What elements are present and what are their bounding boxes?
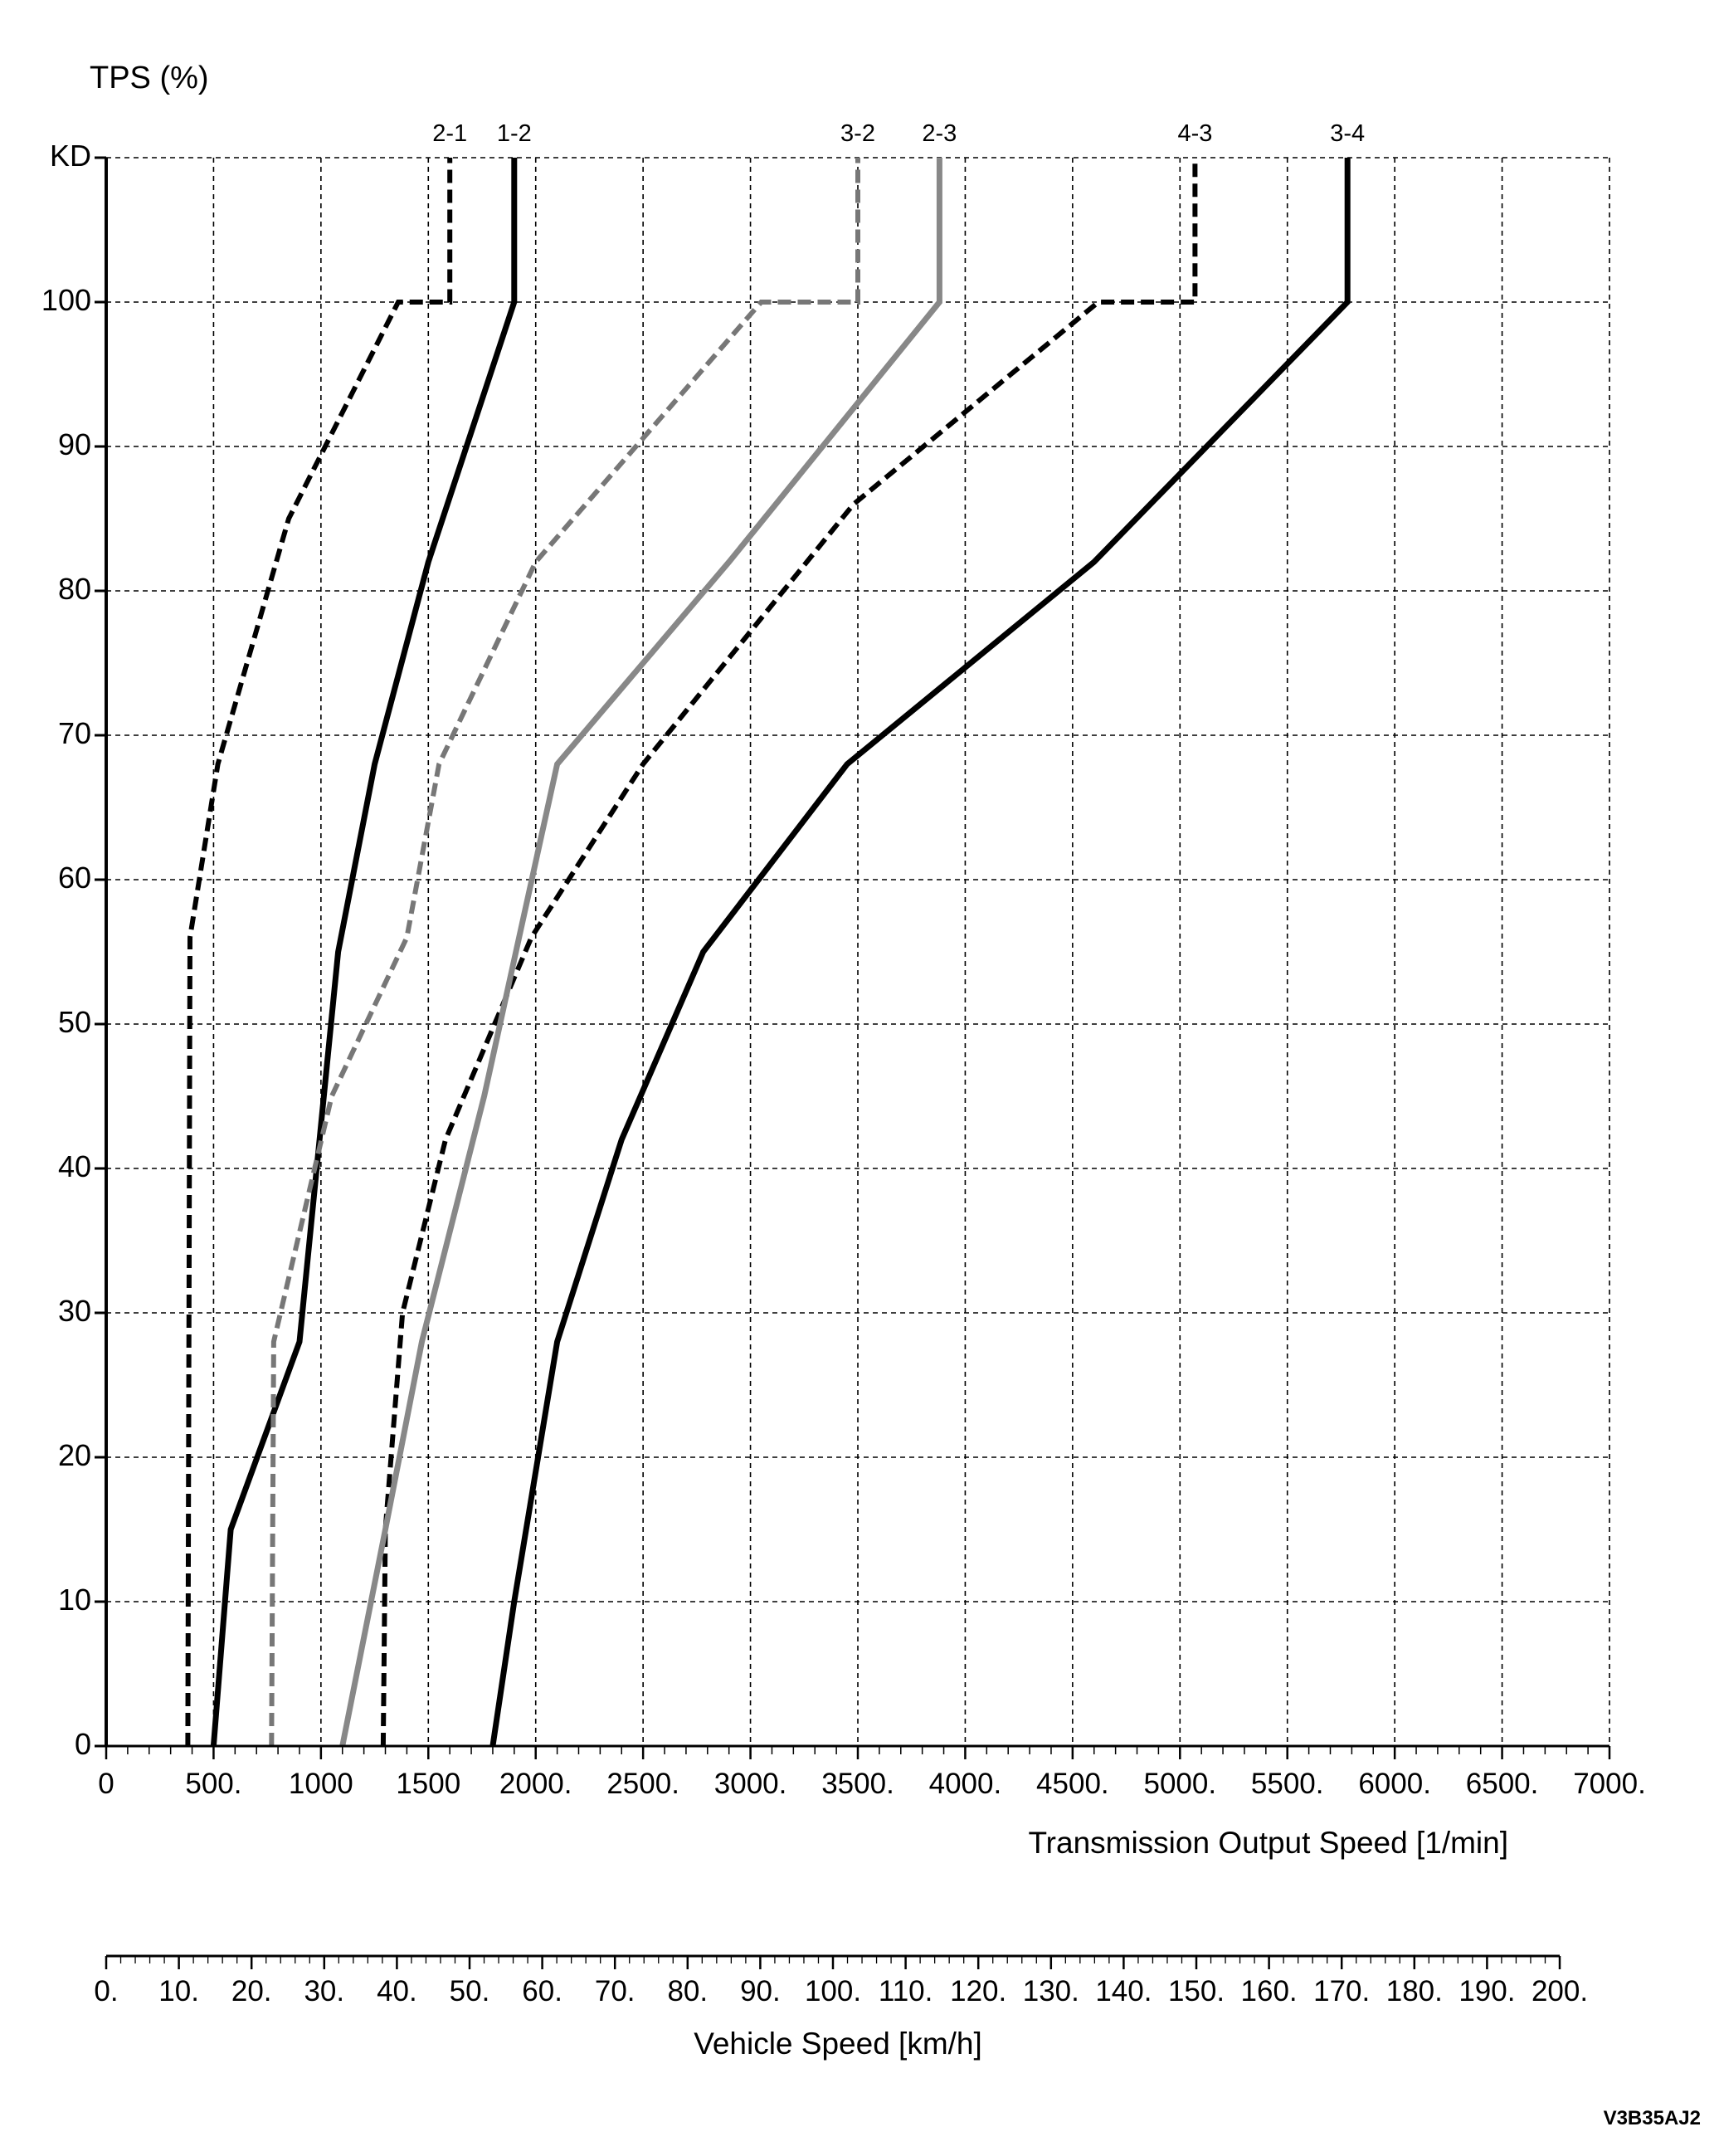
x-tick-label: 2500.: [606, 1768, 679, 1800]
x-axis-title: Transmission Output Speed [1/min]: [1028, 1826, 1508, 1860]
shift-lines: [185, 158, 1351, 1747]
vehicle-speed-tick-label: 190.: [1458, 1975, 1515, 2007]
grid-lines: [106, 157, 1610, 1746]
y-tick-label: 40: [58, 1149, 91, 1183]
vehicle-speed-tick-label: 170.: [1313, 1975, 1370, 2007]
vehicle-speed-tick-label: 100.: [805, 1975, 861, 2007]
shift-line-2-1: [185, 158, 453, 1747]
shift-label-4-3: 4-3: [1177, 120, 1212, 147]
shift-label-1-2: 1-2: [497, 120, 532, 147]
shift-line-1-2: [380, 158, 1198, 1747]
vehicle-speed-tick-label: 160.: [1241, 1975, 1298, 2007]
vehicle-speed-tick-label: 200.: [1532, 1975, 1588, 2007]
vehicle-speed-tick-label: 40.: [377, 1975, 417, 2007]
y-axis-title: TPS (%): [90, 61, 209, 95]
x-tick-label: 4500.: [1036, 1768, 1109, 1800]
x-tick-label: 6000.: [1358, 1768, 1431, 1800]
axes: [95, 156, 1611, 1969]
x-tick-label: 3500.: [821, 1768, 894, 1800]
y-tick-label: 0: [75, 1727, 91, 1761]
vehicle-speed-tick-label: 110.: [879, 1975, 933, 2007]
vehicle-speed-tick-label: 70.: [595, 1975, 635, 2007]
x-tick-label: 7000.: [1573, 1768, 1646, 1800]
figure-code: V3B35AJ2: [1604, 2107, 1701, 2129]
y-tick-label: 70: [58, 716, 91, 750]
shift-line-3-4: [489, 158, 1351, 1747]
y-tick-label: 20: [58, 1438, 91, 1472]
x-tick-label: 1500: [396, 1768, 460, 1800]
y-tick-label: KD: [50, 139, 91, 173]
shift-label-2-1: 2-1: [432, 120, 467, 147]
axis-labels: TPS (%) Transmission Output Speed [1/min…: [41, 61, 1701, 2129]
x-tick-label: 4000.: [929, 1768, 1002, 1800]
y-tick-label: 80: [58, 572, 91, 606]
y-tick-label: 30: [58, 1294, 91, 1328]
shift-line-3-2: [269, 158, 860, 1747]
y-tick-label: 90: [58, 427, 91, 461]
x-tick-label: 5000.: [1143, 1768, 1216, 1800]
vehicle-speed-tick-label: 140.: [1095, 1975, 1152, 2007]
y-tick-label: 50: [58, 1005, 91, 1039]
shift-line-2-3: [339, 158, 942, 1747]
vehicle-speed-tick-label: 120.: [950, 1975, 1006, 2007]
vehicle-speed-tick-label: 130.: [1023, 1975, 1079, 2007]
x-tick-label: 0: [98, 1768, 114, 1800]
vehicle-speed-tick-label: 20.: [231, 1975, 272, 2007]
shift-label-2-3: 2-3: [922, 120, 957, 147]
x-tick-label: 2000.: [499, 1768, 572, 1800]
vehicle-speed-tick-label: 150.: [1168, 1975, 1225, 2007]
vehicle-speed-tick-label: 30.: [304, 1975, 344, 2007]
y-tick-label: 60: [58, 861, 91, 895]
vehicle-speed-tick-label: 60.: [522, 1975, 562, 2007]
x-tick-label: 1000: [289, 1768, 353, 1800]
y-tick-label: 100: [41, 283, 91, 317]
shift-label-3-4: 3-4: [1330, 120, 1365, 147]
x-tick-label: 6500.: [1466, 1768, 1539, 1800]
y-tick-label: 10: [58, 1583, 91, 1617]
vehicle-speed-tick-label: 80.: [667, 1975, 708, 2007]
vehicle-speed-tick-label: 0.: [94, 1975, 118, 2007]
x-tick-label: 500.: [185, 1768, 241, 1800]
vehicle-speed-axis-title: Vehicle Speed [km/h]: [694, 2027, 982, 2061]
vehicle-speed-tick-label: 50.: [450, 1975, 490, 2007]
vehicle-speed-tick-label: 180.: [1386, 1975, 1443, 2007]
x-tick-label: 5500.: [1251, 1768, 1324, 1800]
vehicle-speed-tick-label: 10.: [158, 1975, 199, 2007]
shift-label-3-2: 3-2: [840, 120, 875, 147]
shift-line-1-2: [210, 158, 518, 1747]
vehicle-speed-tick-label: 90.: [740, 1975, 781, 2007]
x-tick-label: 3000.: [714, 1768, 787, 1800]
